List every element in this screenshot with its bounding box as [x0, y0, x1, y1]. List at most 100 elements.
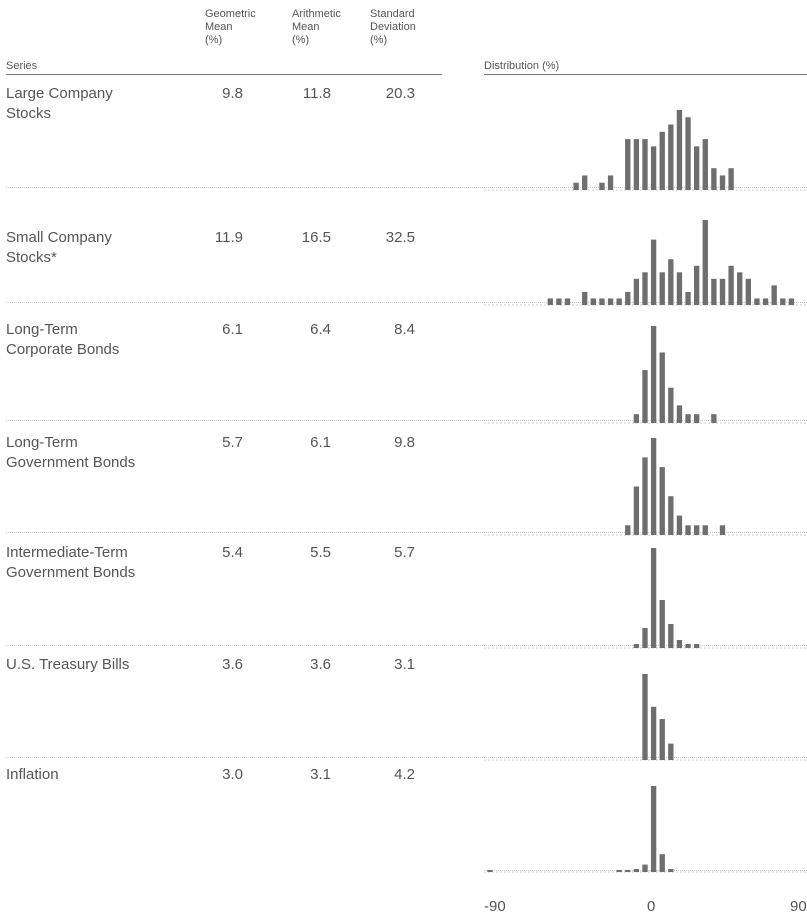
row-name-line2: Government Bonds	[6, 454, 136, 471]
distribution-bar	[633, 139, 640, 190]
header-distribution: Distribution (%)	[484, 60, 559, 73]
row-name-line1: Small Company	[6, 229, 112, 246]
distribution-bar	[642, 628, 648, 648]
distribution-bar	[625, 139, 631, 190]
distribution-bar	[650, 786, 657, 872]
distribution-bar	[685, 117, 691, 190]
distribution-bar	[599, 182, 605, 190]
distribution-bar	[659, 854, 665, 872]
arith-mean-value: 3.1	[310, 766, 331, 783]
header-rule-left	[6, 74, 442, 75]
row-name-line2: Stocks	[6, 105, 52, 122]
distribution-bar	[693, 525, 700, 535]
distribution-bar	[668, 869, 674, 872]
row-separator	[6, 532, 807, 533]
distribution-bar	[719, 175, 726, 190]
row-name-long-term-corporate-bonds: Long-Term Corporate Bonds	[6, 320, 119, 360]
distribution-bar	[685, 291, 691, 305]
arith-mean-value: 6.4	[310, 321, 331, 338]
distribution-bar	[650, 706, 657, 760]
arith-mean-value: 6.1	[310, 434, 331, 451]
header-series-label: Series	[6, 60, 38, 72]
geo-mean-value: 6.1	[222, 321, 243, 338]
distribution-bar	[556, 298, 562, 305]
geo-mean-value: 9.8	[222, 85, 243, 102]
stddev-value: 8.4	[394, 321, 415, 338]
distribution-bar	[616, 870, 622, 872]
distribution-bar	[685, 414, 691, 423]
distribution-bar	[633, 414, 640, 423]
row-name-line2: Corporate Bonds	[6, 341, 120, 358]
distribution-bar	[659, 467, 665, 535]
row-name-line1: Inflation	[6, 766, 59, 783]
arith-mean-value: 16.5	[301, 229, 331, 246]
row-separator	[6, 645, 807, 646]
header-stddev-line2: Deviation	[370, 21, 416, 33]
stddev-value: 32.5	[385, 229, 415, 246]
distribution-bar	[582, 291, 588, 305]
header-geometric-mean: Geometric Mean (%)	[205, 8, 256, 47]
row-separator	[6, 302, 807, 303]
x-tick-label-zero: 0	[647, 898, 656, 915]
distribution-bar	[762, 298, 769, 305]
distribution-bar	[728, 265, 734, 305]
distribution-bar	[642, 457, 648, 535]
header-arithmetic-line2: Mean	[292, 21, 320, 33]
distribution-bar	[659, 352, 665, 423]
distribution-bar	[685, 644, 691, 648]
stddev-value: 20.3	[385, 85, 415, 102]
row-name-large-company-stocks: Large Company Stocks	[6, 84, 113, 124]
distribution-bar	[702, 525, 708, 535]
row-name-intermediate-term-government-bonds: Intermediate-Term Government Bonds	[6, 543, 135, 583]
distribution-bar	[668, 743, 674, 760]
row-name-line1: U.S. Treasury Bills	[6, 656, 130, 673]
header-rule-right	[484, 74, 807, 75]
x-tick-label-min: -90	[484, 898, 506, 915]
x-tick-label-max: 90	[790, 898, 807, 915]
header-distribution-label: Distribution (%)	[484, 60, 560, 72]
stddev-value: 4.2	[394, 766, 415, 783]
distribution-bar	[564, 298, 571, 305]
distribution-bar	[573, 182, 579, 190]
distribution-bar	[780, 298, 786, 305]
distribution-bar	[693, 265, 700, 305]
distribution-bar	[547, 298, 553, 305]
row-name-us-treasury-bills: U.S. Treasury Bills	[6, 655, 129, 675]
header-stddev-line1: Standard	[370, 8, 415, 20]
distribution-bar	[642, 370, 648, 423]
row-separator	[6, 187, 807, 188]
stddev-value: 5.7	[394, 544, 415, 561]
header-series: Series	[6, 60, 37, 73]
arith-mean-value: 3.6	[310, 656, 331, 673]
distribution-bar	[693, 644, 700, 648]
geo-mean-value: 11.9	[214, 229, 243, 246]
distribution-bar	[642, 139, 648, 190]
distribution-bar	[676, 515, 683, 535]
distribution-bar	[788, 298, 795, 305]
distribution-bar	[650, 239, 657, 305]
row-name-line1: Intermediate-Term	[6, 544, 128, 561]
distribution-bar	[676, 640, 683, 648]
distribution-bar	[711, 278, 717, 305]
distribution-bar	[633, 278, 640, 305]
distribution-bar	[676, 110, 683, 190]
distribution-bar	[693, 146, 700, 190]
distribution-bar	[582, 175, 588, 190]
row-name-line1: Long-Term	[6, 321, 78, 338]
geo-mean-value: 5.4	[222, 544, 243, 561]
distribution-bar	[754, 298, 760, 305]
row-name-inflation: Inflation	[6, 765, 59, 785]
distribution-bar	[676, 405, 683, 423]
row-name-line1: Large Company	[6, 85, 113, 102]
row-name-line2: Government Bonds	[6, 564, 136, 581]
distribution-bar	[625, 870, 631, 872]
distribution-bar	[633, 486, 640, 535]
header-arithmetic-line3: (%)	[292, 34, 310, 46]
stddev-value: 9.8	[394, 434, 415, 451]
distribution-bar	[659, 272, 665, 305]
distribution-bar	[702, 220, 708, 305]
distribution-bar	[668, 259, 674, 305]
distribution-bar	[668, 496, 674, 535]
geo-mean-value: 3.6	[222, 656, 243, 673]
